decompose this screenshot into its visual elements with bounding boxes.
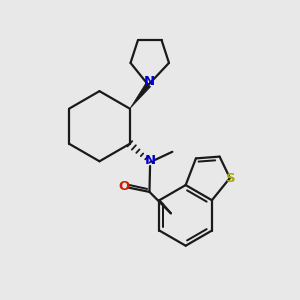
Text: N: N xyxy=(145,154,156,167)
Text: N: N xyxy=(143,75,155,88)
Text: O: O xyxy=(118,180,130,194)
Text: S: S xyxy=(226,172,235,185)
Polygon shape xyxy=(130,83,151,109)
